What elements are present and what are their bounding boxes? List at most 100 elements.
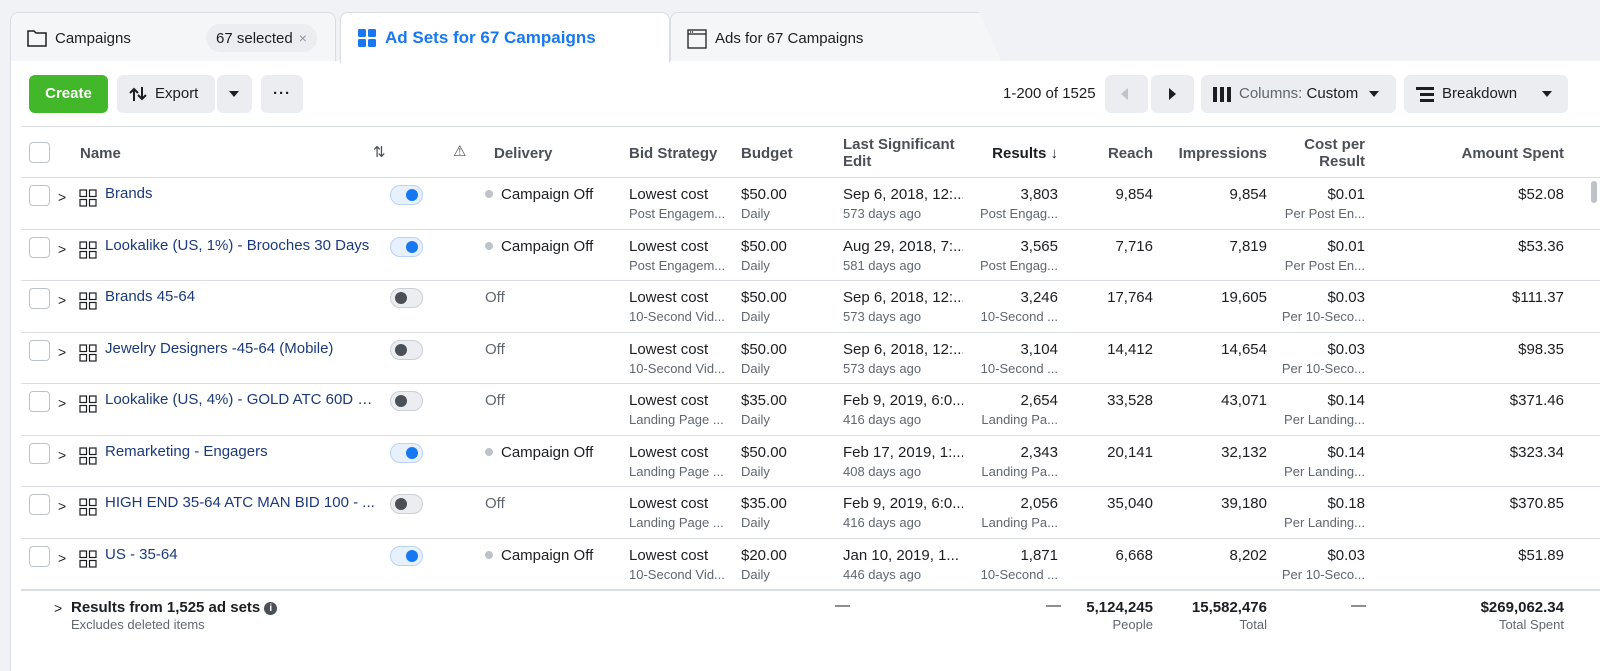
ad-set-name-link[interactable]: US - 35-64 bbox=[105, 545, 178, 563]
export-dropdown-button[interactable] bbox=[217, 75, 252, 113]
cell-budget: $50.00 bbox=[741, 340, 787, 358]
cell-budget: $20.00 bbox=[741, 546, 787, 564]
ad-set-name-link[interactable]: HIGH END 35-64 ATC MAN BID 100 - ... bbox=[105, 494, 375, 511]
header-cost-per-result[interactable]: Cost per Result bbox=[1271, 136, 1365, 170]
more-options-button[interactable]: ··· bbox=[261, 75, 303, 113]
ad-set-name-link[interactable]: Brands 45-64 bbox=[105, 288, 196, 305]
ad-set-toggle[interactable] bbox=[390, 391, 423, 411]
cell-edit: Feb 17, 2019, 1:... bbox=[843, 443, 963, 461]
cell-budget-sub: Daily bbox=[741, 309, 770, 324]
expand-chevron-icon[interactable]: > bbox=[58, 395, 67, 411]
create-button[interactable]: Create bbox=[29, 75, 108, 113]
ad-set-toggle[interactable] bbox=[390, 442, 423, 463]
ad-set-toggle[interactable] bbox=[390, 288, 423, 308]
delivery-status: Campaign Off bbox=[485, 547, 593, 564]
cell-results: 3,104 bbox=[1020, 340, 1058, 358]
table-row[interactable]: > US - 35-64 Campaign Off Lowest cost 10-Sec… bbox=[21, 539, 1600, 590]
table-row[interactable]: > Jewelry Designers -45-64 (Mobile) Off Low… bbox=[21, 333, 1600, 384]
cell-spent: $51.89 bbox=[1518, 546, 1564, 564]
status-dot-icon bbox=[485, 550, 493, 559]
expand-chevron-icon[interactable]: > bbox=[58, 240, 67, 257]
cell-results: 3,803 bbox=[1020, 186, 1058, 203]
summary-cpr-dash: — bbox=[1351, 597, 1366, 614]
expand-chevron-icon[interactable]: > bbox=[58, 446, 67, 463]
delivery-text: Off bbox=[485, 340, 505, 358]
toggle-knob bbox=[406, 189, 418, 201]
header-budget[interactable]: Budget bbox=[741, 145, 793, 162]
row-checkbox[interactable] bbox=[29, 391, 50, 412]
cell-impressions: 43,071 bbox=[1221, 392, 1267, 409]
table-row[interactable]: > Remarketing - Engagers Campaign Off Lowes… bbox=[21, 436, 1600, 487]
pagination-range: 1-200 of 1525 bbox=[1003, 85, 1096, 102]
header-results[interactable]: Results ↓ bbox=[992, 145, 1058, 162]
ad-set-toggle[interactable] bbox=[390, 339, 423, 360]
expand-chevron-icon[interactable]: > bbox=[58, 343, 67, 360]
selected-chip[interactable]: 67 selected × bbox=[206, 24, 317, 52]
ad-set-name-link[interactable]: Remarketing - Engagers bbox=[105, 442, 268, 460]
ad-set-toggle[interactable] bbox=[390, 545, 423, 566]
export-button[interactable]: Export bbox=[117, 75, 215, 113]
cell-bid-sub: Landing Page ... bbox=[629, 515, 724, 530]
cell-cpr-sub: Per Post En... bbox=[1284, 206, 1365, 221]
row-checkbox[interactable] bbox=[29, 442, 50, 464]
row-checkbox[interactable] bbox=[29, 494, 50, 515]
summary-reach-sub: People bbox=[1112, 617, 1153, 632]
table-row[interactable]: > Lookalike (US, 1%) - Brooches 30 Days Ca… bbox=[21, 230, 1600, 281]
tab-bar: Campaigns 67 selected × Ad Sets for 67 Ca… bbox=[0, 0, 1600, 63]
ad-set-toggle[interactable] bbox=[390, 236, 423, 257]
expand-chevron-icon[interactable]: > bbox=[58, 549, 67, 566]
header-bid-strategy[interactable]: Bid Strategy bbox=[629, 145, 718, 162]
delivery-status: Campaign Off bbox=[485, 186, 593, 203]
cell-budget-sub: Daily bbox=[741, 206, 770, 221]
row-checkbox[interactable] bbox=[29, 288, 50, 309]
header-last-edit[interactable]: Last Significant Edit bbox=[843, 136, 955, 170]
table-row[interactable]: > Lookalike (US, 4%) - GOLD ATC 60D - C..… bbox=[21, 384, 1600, 436]
row-checkbox[interactable] bbox=[29, 185, 50, 206]
ad-set-name-link[interactable]: Lookalike (US, 4%) - GOLD ATC 60D - C... bbox=[105, 391, 375, 408]
breakdown-label: Breakdown bbox=[1442, 85, 1518, 102]
ad-set-name-link[interactable]: Lookalike (US, 1%) - Brooches 30 Days bbox=[105, 236, 370, 254]
cell-spent: $53.36 bbox=[1518, 237, 1564, 255]
chevron-right-icon[interactable]: > bbox=[54, 600, 63, 616]
previous-page-button[interactable] bbox=[1105, 75, 1148, 113]
table-row[interactable]: > HIGH END 35-64 ATC MAN BID 100 - ... Off… bbox=[21, 487, 1600, 539]
tab-ad-sets[interactable]: Ad Sets for 67 Campaigns bbox=[340, 12, 670, 63]
tab-campaigns[interactable]: Campaigns 67 selected × bbox=[10, 12, 336, 62]
row-checkbox[interactable] bbox=[29, 339, 50, 361]
table-row[interactable]: > Brands Campaign Off Lowest cost Post Engag… bbox=[21, 178, 1600, 230]
ad-set-icon bbox=[79, 189, 97, 207]
cell-spent: $371.46 bbox=[1509, 392, 1564, 409]
clear-selection-icon[interactable]: × bbox=[298, 30, 307, 46]
expand-chevron-icon[interactable]: > bbox=[58, 189, 67, 205]
header-name[interactable]: Name bbox=[80, 145, 121, 162]
breakdown-button[interactable]: Breakdown bbox=[1404, 75, 1568, 113]
row-checkbox[interactable] bbox=[29, 236, 50, 258]
info-icon[interactable]: i bbox=[264, 602, 278, 615]
header-impressions[interactable]: Impressions bbox=[1178, 145, 1267, 162]
ad-set-toggle[interactable] bbox=[390, 494, 423, 514]
chevron-right-icon bbox=[1169, 88, 1176, 100]
summary-reach: 5,124,245 bbox=[1086, 599, 1153, 616]
vertical-scrollbar[interactable] bbox=[1591, 181, 1597, 203]
sort-icon[interactable]: ⇅ bbox=[373, 144, 386, 161]
ad-set-name-link[interactable]: Jewelry Designers -45-64 (Mobile) bbox=[105, 339, 334, 357]
cell-reach: 9,854 bbox=[1115, 186, 1153, 203]
ad-set-icon bbox=[79, 549, 97, 568]
header-cpr-line1: Cost per bbox=[1304, 136, 1365, 153]
header-delivery[interactable]: Delivery bbox=[494, 145, 553, 162]
columns-button[interactable]: Columns: Custom bbox=[1201, 75, 1396, 113]
row-checkbox[interactable] bbox=[29, 545, 50, 567]
tab-ads[interactable]: Ads for 67 Campaigns bbox=[670, 12, 1002, 62]
status-dot-icon bbox=[485, 190, 493, 198]
cell-bid-sub: Post Engagem... bbox=[629, 206, 726, 221]
header-reach[interactable]: Reach bbox=[1107, 145, 1153, 162]
select-all-checkbox[interactable] bbox=[29, 142, 50, 163]
cell-edit: Feb 9, 2019, 6:0... bbox=[843, 495, 963, 512]
table-row[interactable]: > Brands 45-64 Off Lowest cost 10-Second Vid… bbox=[21, 281, 1600, 333]
ad-set-name-link[interactable]: Brands bbox=[105, 185, 153, 202]
expand-chevron-icon[interactable]: > bbox=[58, 498, 67, 514]
next-page-button[interactable] bbox=[1151, 75, 1194, 113]
expand-chevron-icon[interactable]: > bbox=[58, 292, 67, 308]
ad-set-toggle[interactable] bbox=[390, 185, 423, 205]
header-amount-spent[interactable]: Amount Spent bbox=[1461, 145, 1565, 162]
